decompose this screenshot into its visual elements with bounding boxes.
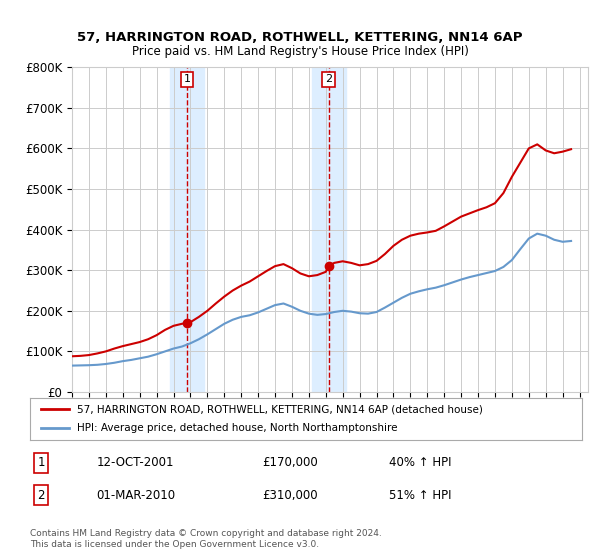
- Bar: [170, 67, 204, 392]
- Text: Contains HM Land Registry data © Crown copyright and database right 2024.
This d: Contains HM Land Registry data © Crown c…: [30, 529, 382, 549]
- Text: 1: 1: [37, 456, 45, 469]
- Text: 12-OCT-2001: 12-OCT-2001: [96, 456, 174, 469]
- Text: HPI: Average price, detached house, North Northamptonshire: HPI: Average price, detached house, Nort…: [77, 423, 397, 433]
- Text: 1: 1: [184, 74, 190, 85]
- Text: 2: 2: [325, 74, 332, 85]
- Text: 01-MAR-2010: 01-MAR-2010: [96, 489, 175, 502]
- Bar: [312, 67, 346, 392]
- Text: 40% ↑ HPI: 40% ↑ HPI: [389, 456, 451, 469]
- Text: £310,000: £310,000: [262, 489, 317, 502]
- Text: 2: 2: [37, 489, 45, 502]
- Text: Price paid vs. HM Land Registry's House Price Index (HPI): Price paid vs. HM Land Registry's House …: [131, 45, 469, 58]
- Text: £170,000: £170,000: [262, 456, 317, 469]
- Text: 57, HARRINGTON ROAD, ROTHWELL, KETTERING, NN14 6AP (detached house): 57, HARRINGTON ROAD, ROTHWELL, KETTERING…: [77, 404, 483, 414]
- Text: 51% ↑ HPI: 51% ↑ HPI: [389, 489, 451, 502]
- Text: 57, HARRINGTON ROAD, ROTHWELL, KETTERING, NN14 6AP: 57, HARRINGTON ROAD, ROTHWELL, KETTERING…: [77, 31, 523, 44]
